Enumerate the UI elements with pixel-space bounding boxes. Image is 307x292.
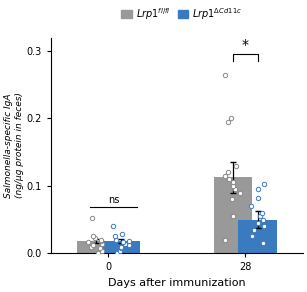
Point (120, 240, 125, 245)
Point (89, 244, 94, 249)
Point (225, 170, 230, 175)
Point (85, 240, 90, 245)
Point (262, 224, 266, 229)
Point (228, 116, 233, 121)
Point (113, 234, 118, 239)
Point (237, 190, 242, 195)
Point (226, 119, 231, 124)
Point (231, 180, 235, 185)
Point (100, 248, 105, 253)
Point (233, 187, 238, 192)
Point (126, 239, 131, 244)
Point (255, 187, 260, 192)
Point (261, 217, 266, 222)
Text: ns: ns (108, 195, 119, 205)
Point (230, 197, 235, 202)
Y-axis label: Salmonella-specific IgA
(ng/μg protein in feces): Salmonella-specific IgA (ng/μg protein i… (4, 92, 24, 198)
Point (234, 163, 239, 168)
Point (98, 237, 103, 242)
Point (120, 232, 125, 237)
Point (261, 241, 266, 246)
Point (126, 243, 131, 248)
Point (231, 183, 236, 188)
Point (114, 251, 119, 256)
Point (95, 251, 100, 256)
Point (93, 236, 98, 241)
Bar (77, 241, 115, 253)
Point (255, 220, 260, 225)
Point (114, 237, 119, 242)
Point (259, 211, 264, 215)
Bar (239, 220, 277, 253)
Point (119, 244, 124, 249)
Point (100, 241, 105, 246)
Point (90, 234, 95, 239)
Point (250, 234, 255, 239)
Point (123, 241, 128, 246)
Point (256, 196, 261, 200)
Point (223, 237, 228, 242)
Point (251, 227, 256, 232)
Bar (214, 177, 252, 253)
Point (90, 243, 95, 248)
Point (118, 246, 123, 250)
Point (231, 214, 236, 218)
X-axis label: Days after immunization: Days after immunization (108, 278, 246, 288)
Point (99, 239, 104, 244)
Point (258, 214, 262, 218)
Text: *: * (242, 38, 249, 52)
Bar (101, 241, 140, 253)
Point (111, 224, 115, 229)
Point (222, 72, 227, 77)
Point (98, 246, 103, 250)
Point (248, 204, 253, 208)
Point (261, 182, 266, 187)
Point (226, 177, 231, 181)
Legend: $Lrp1^{fl/fl}$, $Lrp1^{\Delta Cd11c}$: $Lrp1^{fl/fl}$, $Lrp1^{\Delta Cd11c}$ (122, 6, 242, 22)
Point (223, 173, 227, 178)
Point (90, 216, 95, 220)
Point (117, 248, 122, 253)
